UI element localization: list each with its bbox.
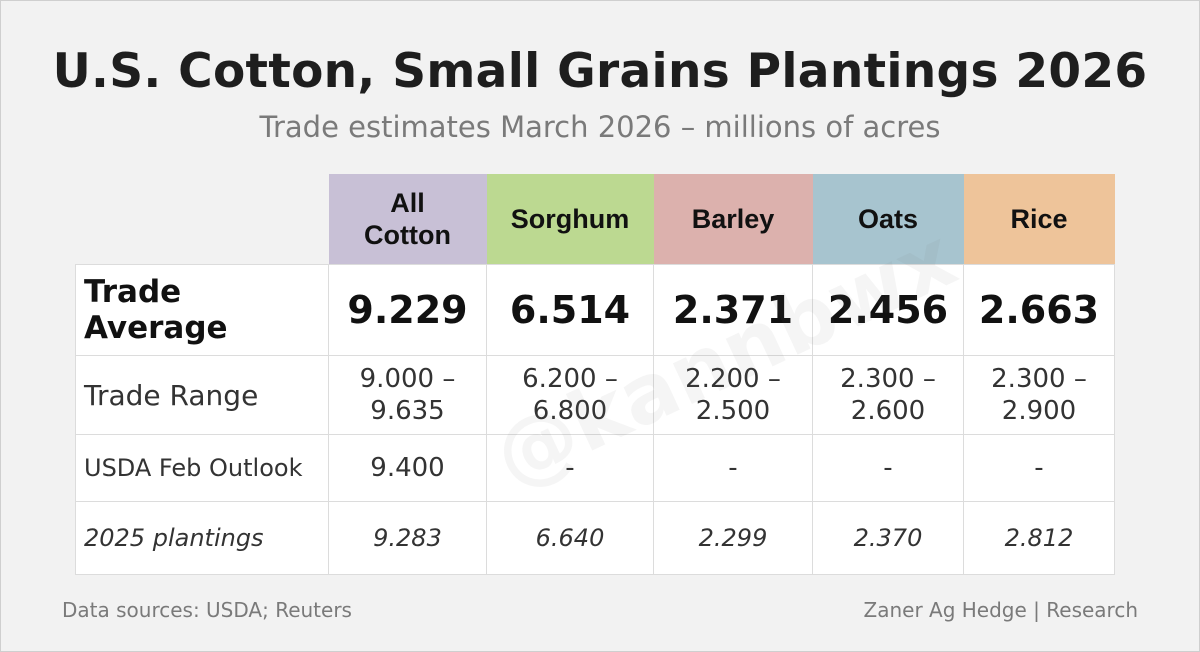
trade-range-barley-low: 2.200 –: [685, 363, 781, 394]
trade-range-cotton-low: 9.000 –: [359, 363, 456, 394]
row-trade-average: Trade Average 9.229 6.514 2.371 2.456 2.…: [75, 264, 1115, 356]
footer-sources: Data sources: USDA; Reuters: [62, 598, 352, 622]
plantings-2025-oats: 2.370: [812, 501, 964, 575]
header-blank-cell: [75, 174, 329, 265]
plantings-2025-sorghum: 6.640: [486, 501, 654, 575]
footer-credit: Zaner Ag Hedge | Research: [863, 598, 1138, 622]
row-label-usda-feb-outlook: USDA Feb Outlook: [75, 434, 329, 502]
header-row: All Cotton Sorghum Barley Oats Rice: [75, 174, 1115, 265]
col-header-barley: Barley: [653, 174, 813, 265]
trade-range-oats-low: 2.300 –: [840, 363, 936, 394]
trade-range-rice: 2.300 –2.900: [963, 355, 1115, 435]
trade-average-rice: 2.663: [963, 264, 1115, 356]
usda-feb-barley: -: [653, 434, 813, 502]
trade-range-barley-high: 2.500: [695, 396, 771, 426]
usda-feb-rice: -: [963, 434, 1115, 502]
row-label-trade-average: Trade Average: [75, 264, 329, 356]
usda-feb-oats: -: [812, 434, 964, 502]
plantings-table: All Cotton Sorghum Barley Oats Rice Trad…: [75, 174, 1115, 575]
page-title: U.S. Cotton, Small Grains Plantings 2026: [52, 44, 1148, 99]
row-trade-range: Trade Range 9.000 –9.635 6.200 –6.800 2.…: [75, 355, 1115, 435]
plantings-2025-barley: 2.299: [653, 501, 813, 575]
trade-average-oats: 2.456: [812, 264, 964, 356]
trade-range-rice-low: 2.300 –: [991, 363, 1087, 394]
trade-range-sorghum-high: 6.800: [532, 396, 608, 426]
trade-range-barley: 2.200 –2.500: [653, 355, 813, 435]
row-usda-feb-outlook: USDA Feb Outlook 9.400 - - - -: [75, 434, 1115, 502]
trade-average-sorghum: 6.514: [486, 264, 654, 356]
row-label-2025-plantings: 2025 plantings: [75, 501, 329, 575]
col-header-rice: Rice: [963, 174, 1115, 265]
col-header-oats: Oats: [812, 174, 964, 265]
usda-feb-cotton: 9.400: [328, 434, 487, 502]
page-subtitle: Trade estimates March 2026 – millions of…: [259, 110, 941, 144]
trade-range-oats: 2.300 –2.600: [812, 355, 964, 435]
trade-range-sorghum: 6.200 –6.800: [486, 355, 654, 435]
trade-range-cotton-high: 9.635: [370, 396, 445, 426]
col-header-sorghum: Sorghum: [486, 174, 654, 265]
usda-feb-sorghum: -: [486, 434, 654, 502]
trade-range-sorghum-low: 6.200 –: [522, 363, 618, 394]
trade-range-cotton: 9.000 –9.635: [328, 355, 487, 435]
trade-range-rice-high: 2.900: [1001, 396, 1077, 426]
plantings-2025-cotton: 9.283: [328, 501, 487, 575]
row-2025-plantings: 2025 plantings 9.283 6.640 2.299 2.370 2…: [75, 501, 1115, 575]
col-header-all-cotton-line2: Cotton: [364, 220, 451, 250]
row-label-trade-range: Trade Range: [75, 355, 329, 435]
trade-average-barley: 2.371: [653, 264, 813, 356]
trade-average-cotton: 9.229: [328, 264, 487, 356]
trade-range-oats-high: 2.600: [850, 396, 926, 426]
col-header-all-cotton-line1: All: [390, 187, 425, 218]
col-header-all-cotton: All Cotton: [328, 174, 487, 265]
plantings-2025-rice: 2.812: [963, 501, 1115, 575]
